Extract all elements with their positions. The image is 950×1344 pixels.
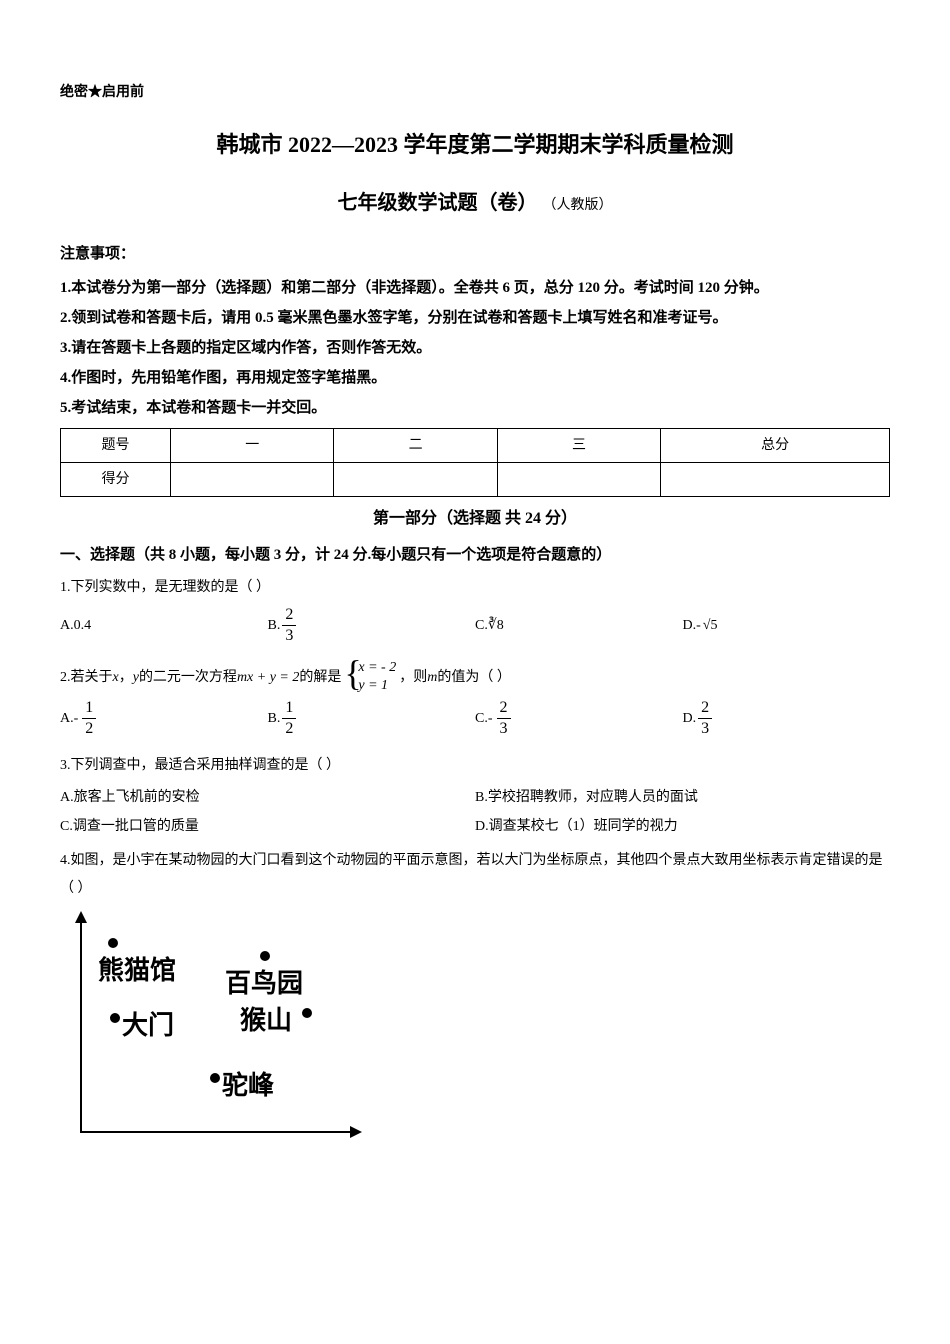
option-c: C. ∛8 <box>475 613 683 638</box>
fraction-den: 3 <box>282 626 296 644</box>
fraction-num: 2 <box>698 700 712 719</box>
table-cell: 得分 <box>61 462 171 496</box>
classification-label: 绝密★启用前 <box>60 80 890 105</box>
question-2-options: A. - 1 2 B. 1 2 C. - 2 3 D. 2 3 <box>60 700 890 737</box>
map-axis-horizontal <box>80 1131 360 1133</box>
option-d: D.调查某校七（1）班同学的视力 <box>475 814 890 839</box>
table-cell <box>334 462 497 496</box>
fraction-num: 1 <box>82 700 96 719</box>
option-b: B.学校招聘教师，对应聘人员的面试 <box>475 785 890 810</box>
q2-prefix: 2.若关于 <box>60 660 113 695</box>
q2-mid2: 的二元一次方程 <box>139 660 237 695</box>
option-b: B. 1 2 <box>268 700 476 737</box>
option-d: D. - √5 <box>683 613 891 638</box>
negative-sign: - <box>488 706 493 731</box>
fraction-den: 3 <box>698 719 712 737</box>
option-d-label: D. <box>683 706 697 731</box>
option-c: C. - 2 3 <box>475 700 683 737</box>
option-a-label: A. <box>60 613 74 638</box>
section-title: 一、选择题（共 8 小题，每小题 3 分，计 24 分.每小题只有一个选项是符合… <box>60 542 890 569</box>
map-label-monkey: 猴山 <box>240 998 292 1045</box>
option-a-label: A. <box>60 706 74 731</box>
q2-mid4: ，则 <box>399 660 427 695</box>
question-4: 4.如图，是小宇在某动物园的大门口看到这个动物园的平面示意图，若以大门为坐标原点… <box>60 847 890 903</box>
fraction-num: 1 <box>282 700 296 719</box>
subtitle: 七年级数学试题（卷） （人教版） <box>60 185 890 221</box>
negative-sign: - <box>74 706 79 731</box>
table-row: 得分 <box>61 462 890 496</box>
case-2: y = 1 <box>358 677 396 695</box>
table-cell <box>497 462 660 496</box>
map-dot-panda <box>108 938 118 948</box>
map-label-camel: 驼峰 <box>222 1063 274 1110</box>
arrow-up-icon <box>75 911 87 923</box>
option-a: A. - 1 2 <box>60 700 268 737</box>
cube-root-icon: ∛8 <box>488 613 504 638</box>
notice-item-3: 3.请在答题卡上各题的指定区域内作答，否则作答无效。 <box>60 333 890 363</box>
arrow-right-icon <box>350 1126 362 1138</box>
fraction-icon: 2 3 <box>497 700 511 737</box>
subtitle-text: 七年级数学试题（卷） <box>338 192 538 214</box>
case-1: x = - 2 <box>358 659 396 677</box>
option-b-label: B. <box>268 706 281 731</box>
fraction-den: 2 <box>282 719 296 737</box>
q2-mid3: 的解是 <box>299 660 341 695</box>
question-1: 1.下列实数中，是无理数的是（ ） <box>60 574 890 602</box>
table-cell: 二 <box>334 428 497 462</box>
map-label-gate: 大门 <box>122 1003 174 1050</box>
question-2: 2.若关于 x ， y 的二元一次方程 mx + y = 2 的解是 x = -… <box>60 659 890 695</box>
table-cell <box>171 462 334 496</box>
question-3: 3.下列调查中，最适合采用抽样调查的是（ ） <box>60 752 890 780</box>
option-a-value: 0.4 <box>74 613 92 638</box>
notice-item-4: 4.作图时，先用铅笔作图，再用规定签字笔描黑。 <box>60 363 890 393</box>
q2-mid1: ， <box>119 660 133 695</box>
q2-suffix: 的值为（ ） <box>437 660 511 695</box>
square-root-icon: √5 <box>703 613 718 638</box>
variable-m: m <box>427 660 437 695</box>
fraction-num: 2 <box>497 700 511 719</box>
fraction-icon: 1 2 <box>82 700 96 737</box>
map-dot-camel <box>210 1073 220 1083</box>
part-title: 第一部分（选择题 共 24 分） <box>60 505 890 534</box>
table-row: 题号 一 二 三 总分 <box>61 428 890 462</box>
option-c-label: C. <box>475 613 488 638</box>
option-b-label: B. <box>268 613 281 638</box>
map-dot-birds <box>260 951 270 961</box>
equation-cases-icon: x = - 2 y = 1 <box>344 659 396 695</box>
table-cell: 三 <box>497 428 660 462</box>
subtitle-note: （人教版） <box>543 198 613 213</box>
map-dot-gate <box>110 1013 120 1023</box>
question-3-options: A.旅客上飞机前的安检 B.学校招聘教师，对应聘人员的面试 C.调查一批口管的质… <box>60 785 890 841</box>
map-axis-vertical <box>80 913 82 1133</box>
option-a: A. 0.4 <box>60 613 268 638</box>
notice-item-1: 1.本试卷分为第一部分（选择题）和第二部分（非选择题）。全卷共 6 页，总分 1… <box>60 273 890 303</box>
notice-item-2: 2.领到试卷和答题卡后，请用 0.5 毫米黑色墨水签字笔，分别在试卷和答题卡上填… <box>60 303 890 333</box>
table-cell <box>661 462 890 496</box>
map-dot-monkey <box>302 1008 312 1018</box>
table-cell: 题号 <box>61 428 171 462</box>
option-d-label: D. <box>683 613 697 638</box>
map-diagram: 熊猫馆 百鸟园 大门 猴山 驼峰 <box>80 913 360 1133</box>
fraction-icon: 2 3 <box>282 607 296 644</box>
equation-main: mx + y = 2 <box>237 660 299 695</box>
fraction-den: 3 <box>497 719 511 737</box>
table-cell: 一 <box>171 428 334 462</box>
fraction-icon: 2 3 <box>698 700 712 737</box>
option-b: B. 2 3 <box>268 607 476 644</box>
option-c-label: C. <box>475 706 488 731</box>
question-1-options: A. 0.4 B. 2 3 C. ∛8 D. - √5 <box>60 607 890 644</box>
notice-title: 注意事项： <box>60 241 890 268</box>
negative-sign: - <box>696 613 701 638</box>
fraction-den: 2 <box>82 719 96 737</box>
score-table: 题号 一 二 三 总分 得分 <box>60 428 890 497</box>
main-title: 韩城市 2022—2023 学年度第二学期期末学科质量检测 <box>60 125 890 165</box>
fraction-num: 2 <box>282 607 296 626</box>
option-c: C.调查一批口管的质量 <box>60 814 475 839</box>
option-d: D. 2 3 <box>683 700 891 737</box>
map-label-panda: 熊猫馆 <box>98 948 176 995</box>
table-cell: 总分 <box>661 428 890 462</box>
notice-item-5: 5.考试结束，本试卷和答题卡一并交回。 <box>60 393 890 423</box>
fraction-icon: 1 2 <box>282 700 296 737</box>
option-a: A.旅客上飞机前的安检 <box>60 785 475 810</box>
